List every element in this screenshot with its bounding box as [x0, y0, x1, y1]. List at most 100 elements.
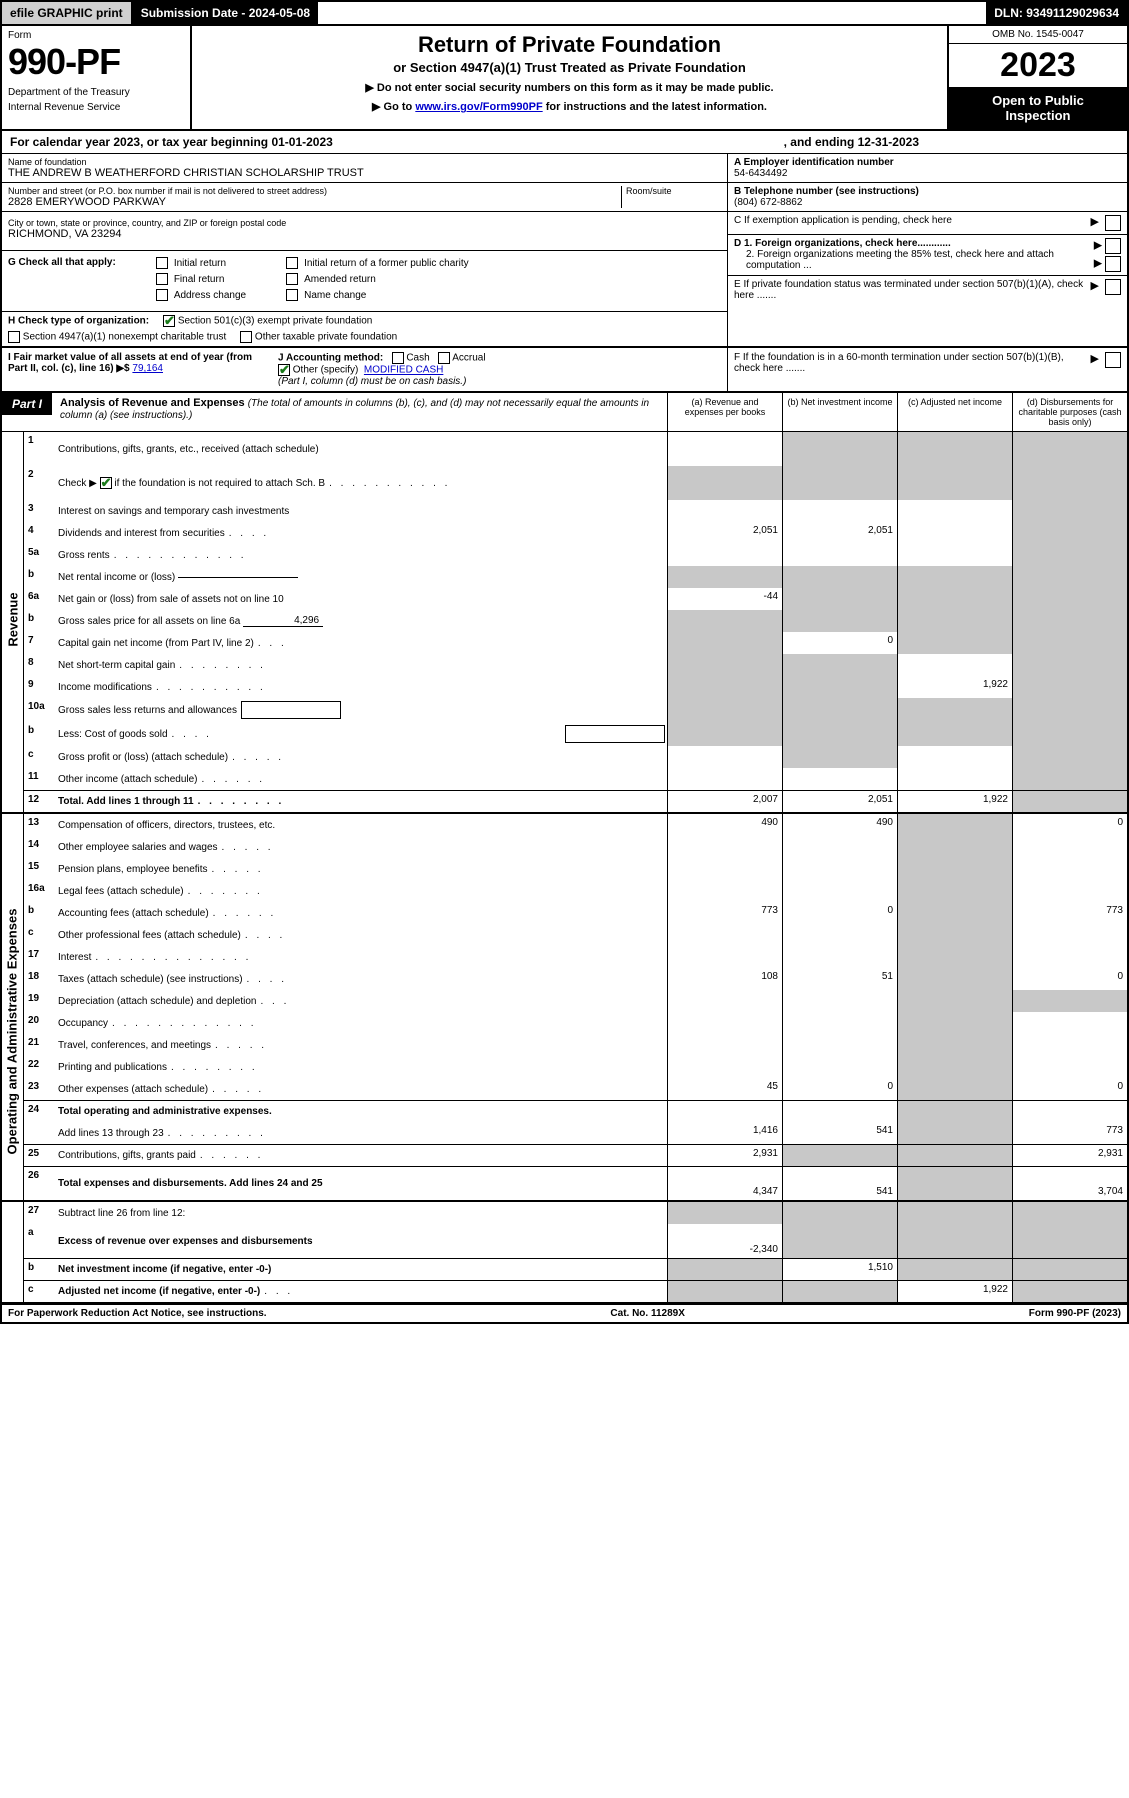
cell — [782, 858, 897, 880]
cell-13b: 490 — [782, 814, 897, 836]
checkbox-d2[interactable] — [1105, 256, 1121, 272]
checkbox-c[interactable] — [1105, 215, 1121, 231]
cell-shaded — [782, 1281, 897, 1302]
line-5a-label: Gross rents. . . . . . . . . . . . — [56, 544, 667, 566]
cell-shaded — [782, 432, 897, 466]
cell-12c: 1,922 — [897, 791, 1012, 812]
header-center: Return of Private Foundation or Section … — [192, 26, 947, 129]
g-initial: Initial return — [174, 258, 226, 269]
checkbox-schb[interactable] — [100, 477, 112, 489]
net-side — [2, 1202, 24, 1302]
checkbox-other-tax[interactable] — [240, 331, 252, 343]
input-5b[interactable] — [178, 577, 298, 578]
cell-shaded — [1012, 746, 1127, 768]
cell — [667, 880, 782, 902]
j-other-value[interactable]: MODIFIED CASH — [364, 365, 443, 376]
address-value: 2828 EMERYWOOD PARKWAY — [8, 196, 621, 208]
cell — [782, 1012, 897, 1034]
cell-shaded — [897, 610, 1012, 632]
line-num: 12 — [24, 791, 56, 812]
line-7-label: Capital gain net income (from Part IV, l… — [56, 632, 667, 654]
calendar-year-row: For calendar year 2023, or tax year begi… — [0, 131, 1129, 154]
input-10b[interactable] — [565, 725, 665, 743]
topbar: efile GRAPHIC print Submission Date - 20… — [0, 0, 1129, 26]
cell — [782, 544, 897, 566]
arrow-icon: ▶ — [1094, 258, 1102, 270]
cell-4a: 2,051 — [667, 522, 782, 544]
j-label: J Accounting method: — [278, 353, 383, 364]
cell-shaded — [667, 1281, 782, 1302]
form-subtitle: or Section 4947(a)(1) Trust Treated as P… — [202, 60, 937, 75]
h-other: Other taxable private foundation — [255, 332, 397, 343]
cell-shaded — [1012, 791, 1127, 812]
cell — [667, 746, 782, 768]
phone-value: (804) 672-8862 — [734, 197, 1121, 208]
line-27c-label: Adjusted net income (if negative, enter … — [56, 1281, 667, 1302]
checkbox-amended[interactable] — [286, 273, 298, 285]
i-value-link[interactable]: 79,164 — [132, 363, 163, 374]
checkbox-final[interactable] — [156, 273, 168, 285]
line-24-label: Total operating and administrative expen… — [56, 1101, 667, 1122]
line-9-label: Income modifications. . . . . . . . . . — [56, 676, 667, 698]
irs-link[interactable]: www.irs.gov/Form990PF — [415, 101, 542, 113]
part1-badge: Part I — [2, 393, 52, 415]
form-label: Form — [8, 30, 184, 41]
line-24b-label: Add lines 13 through 23. . . . . . . . . — [56, 1122, 667, 1144]
cell — [897, 768, 1012, 790]
line-num: 17 — [24, 946, 56, 968]
cell — [667, 1101, 782, 1122]
checkbox-initial-former[interactable] — [286, 257, 298, 269]
cell — [667, 1056, 782, 1078]
checkbox-f[interactable] — [1105, 352, 1121, 368]
cell-shaded — [897, 1034, 1012, 1056]
checkbox-other-method[interactable] — [278, 364, 290, 376]
line-num: 4 — [24, 522, 56, 544]
cell-26b: 541 — [782, 1167, 897, 1200]
cell-24b: 541 — [782, 1122, 897, 1144]
line-num: b — [24, 566, 56, 588]
form-title: Return of Private Foundation — [202, 32, 937, 58]
i-label: I Fair market value of all assets at end… — [8, 352, 252, 374]
cell — [782, 990, 897, 1012]
cell — [897, 522, 1012, 544]
cell-shaded — [667, 566, 782, 588]
line-25-label: Contributions, gifts, grants paid. . . .… — [56, 1145, 667, 1166]
checkbox-d1[interactable] — [1105, 238, 1121, 254]
submission-date-label: Submission Date - 2024-05-08 — [133, 2, 318, 24]
line-10a-label: Gross sales less returns and allowances — [56, 698, 667, 722]
line-num: 14 — [24, 836, 56, 858]
cell-shaded — [667, 698, 782, 722]
city-value: RICHMOND, VA 23294 — [8, 228, 721, 240]
line-num: 23 — [24, 1078, 56, 1100]
section-h: H Check type of organization: Section 50… — [2, 312, 727, 346]
checkbox-e[interactable] — [1105, 279, 1121, 295]
checkbox-initial[interactable] — [156, 257, 168, 269]
cell — [1012, 924, 1127, 946]
address-cell: Number and street (or P.O. box number if… — [2, 183, 727, 212]
line-num: 2 — [24, 466, 56, 500]
open-to-public: Open to Public Inspection — [949, 87, 1127, 129]
cal-year-end: , and ending 12-31-2023 — [784, 135, 919, 149]
checkbox-cash[interactable] — [392, 352, 404, 364]
line-num: b — [24, 610, 56, 632]
cell-26d: 3,704 — [1012, 1167, 1127, 1200]
line-num: 25 — [24, 1145, 56, 1166]
checkbox-501c3[interactable] — [163, 315, 175, 327]
cell-16ba: 773 — [667, 902, 782, 924]
cell-shaded — [897, 722, 1012, 746]
efile-print-button[interactable]: efile GRAPHIC print — [2, 2, 133, 24]
checkbox-accrual[interactable] — [438, 352, 450, 364]
line-num: 5a — [24, 544, 56, 566]
checkbox-4947[interactable] — [8, 331, 20, 343]
line-16a-label: Legal fees (attach schedule). . . . . . … — [56, 880, 667, 902]
checkbox-name[interactable] — [286, 289, 298, 301]
cell-shaded — [1012, 466, 1127, 500]
input-10a[interactable] — [241, 701, 341, 719]
part1-title: Analysis of Revenue and Expenses — [60, 397, 245, 409]
box-d-cell: D 1. Foreign organizations, check here..… — [728, 235, 1127, 276]
checkbox-addr[interactable] — [156, 289, 168, 301]
cell-shaded — [782, 466, 897, 500]
cell-shaded — [667, 466, 782, 500]
cell-shaded — [782, 722, 897, 746]
line-10c-label: Gross profit or (loss) (attach schedule)… — [56, 746, 667, 768]
